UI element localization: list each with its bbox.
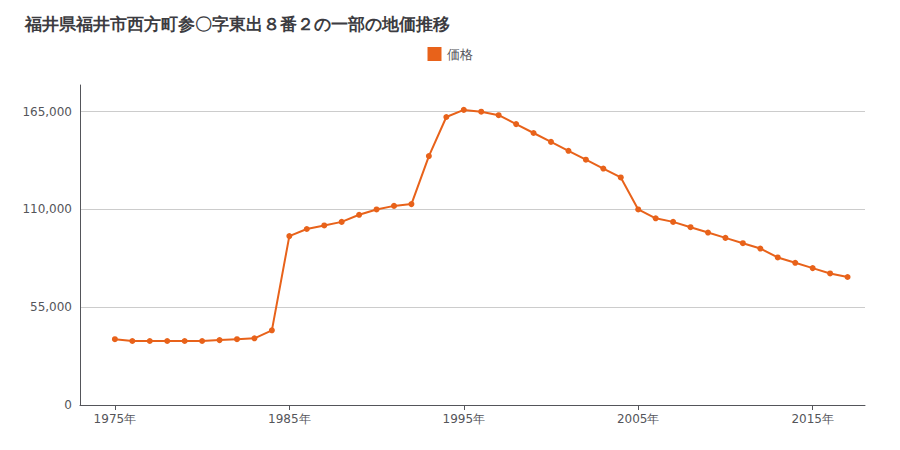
svg-text:価格: 価格 <box>447 47 473 62</box>
svg-text:福井県福井市西方町参〇字東出８番２の一部の地価推移: 福井県福井市西方町参〇字東出８番２の一部の地価推移 <box>24 14 450 34</box>
svg-text:110,000: 110,000 <box>22 202 72 216</box>
svg-text:1985年: 1985年 <box>268 412 311 426</box>
svg-text:0: 0 <box>64 398 72 412</box>
svg-text:165,000: 165,000 <box>22 105 72 119</box>
svg-text:1975年: 1975年 <box>94 412 137 426</box>
svg-text:2015年: 2015年 <box>791 412 834 426</box>
svg-text:55,000: 55,000 <box>30 300 72 314</box>
svg-text:2005年: 2005年 <box>617 412 660 426</box>
svg-text:1995年: 1995年 <box>443 412 486 426</box>
